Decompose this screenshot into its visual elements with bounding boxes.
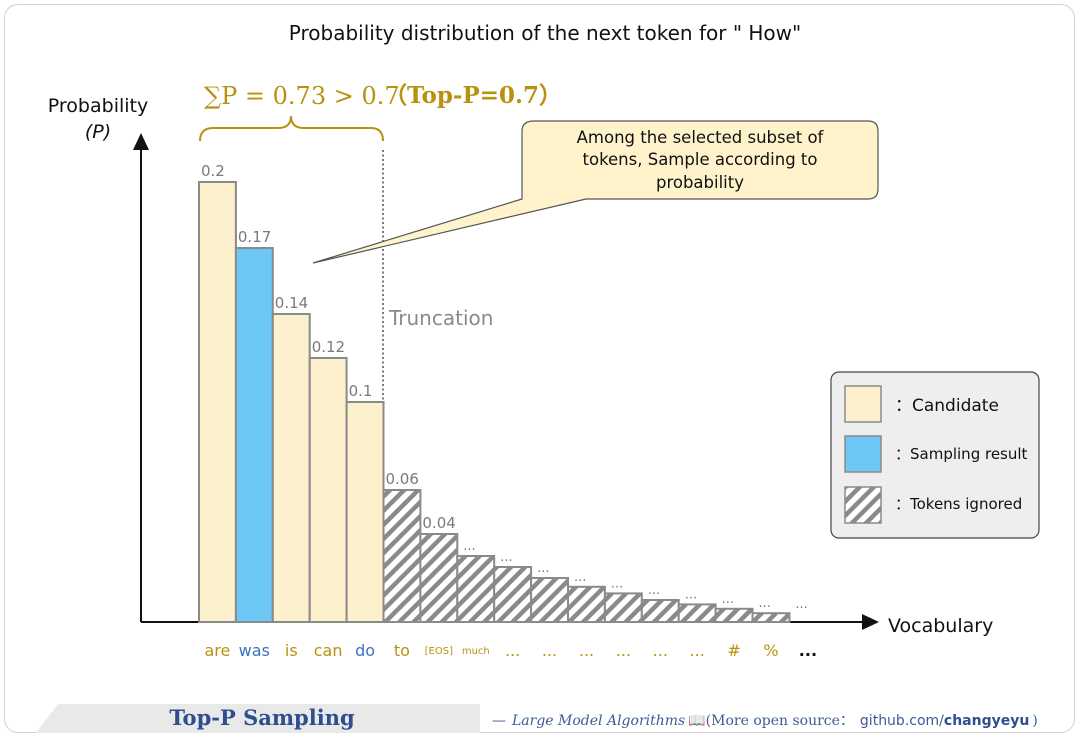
bar-3 — [308, 357, 348, 623]
footer-dash: — — [492, 713, 506, 729]
y-axis-label: Probability — [48, 95, 148, 117]
value-label-5: 0.06 — [386, 470, 419, 488]
bar-11 — [603, 592, 643, 624]
value-label-13: ... — [685, 587, 697, 602]
footer-title: Top-P Sampling — [169, 705, 355, 730]
value-label-14: ... — [722, 592, 734, 607]
bar-0 — [198, 181, 237, 623]
value-label-8: ... — [500, 550, 512, 565]
value-label-3: 0.12 — [312, 338, 345, 356]
footer-credit: — Large Model Algorithms 📖(More open sourc… — [492, 713, 1038, 729]
category-label-5: to — [394, 641, 410, 660]
category-label-3: can — [314, 641, 343, 660]
bar-10 — [567, 585, 606, 623]
legend-box — [830, 371, 1040, 539]
value-label-2: 0.14 — [275, 294, 308, 312]
bar-4 — [345, 401, 385, 623]
category-label-13: ... — [690, 641, 705, 660]
book-icon: 📖 — [688, 713, 705, 729]
category-label-15: % — [763, 641, 778, 660]
value-label-1: 0.17 — [238, 228, 271, 246]
value-label-16: ... — [795, 597, 807, 612]
category-label-14: # — [727, 641, 740, 660]
callout-line-2: tokens, Sample according to — [583, 150, 818, 169]
legend-label-candidate: ：Candidate — [895, 396, 999, 416]
category-label-7: much — [462, 646, 490, 657]
category-label-11: ... — [616, 641, 631, 660]
value-label-6: 0.04 — [422, 514, 455, 532]
category-label-4: do — [355, 641, 375, 660]
value-label-10: ... — [574, 570, 586, 585]
top-p-label: （Top-P=0.7） — [384, 82, 562, 109]
bar-14 — [714, 607, 754, 623]
bar-9 — [530, 577, 569, 623]
x-axis-label: Vocabulary — [888, 615, 993, 637]
category-label-16: ... — [799, 641, 817, 660]
legend-label-ignored: ：Tokens ignored — [895, 495, 1022, 513]
footer-gh-user: changyeyu — [944, 713, 1029, 729]
legend-swatch-sampled — [844, 435, 882, 473]
category-label-8: ... — [505, 641, 520, 660]
category-label-9: ... — [542, 641, 557, 660]
bar-5 — [382, 489, 422, 623]
value-label-12: ... — [648, 583, 660, 598]
truncation-label: Truncation — [388, 306, 493, 330]
bar-8 — [493, 566, 533, 623]
callout-bubble — [312, 120, 879, 264]
chart-title: Probability distribution of the next tok… — [289, 21, 801, 45]
category-label-10: ... — [579, 641, 594, 660]
value-label-7: ... — [463, 539, 475, 554]
footer-series: Large Model Algorithms — [511, 713, 685, 729]
value-label-9: ... — [537, 561, 549, 576]
bar-7 — [456, 555, 496, 623]
value-label-15: ... — [759, 596, 771, 611]
value-label-11: ... — [611, 576, 623, 591]
bar-6 — [419, 533, 459, 623]
legend-swatch-ignored — [844, 486, 882, 524]
legend-swatch-candidate — [844, 385, 882, 423]
bar-13 — [677, 603, 717, 624]
footer-close: ) — [1032, 713, 1037, 729]
value-label-0: 0.2 — [201, 162, 225, 180]
callout-line-1: Among the selected subset of — [577, 128, 825, 147]
bar-12 — [640, 599, 680, 623]
callout-line-3: probability — [656, 173, 744, 192]
footer-more: (More open source： — [706, 713, 854, 729]
category-label-12: ... — [653, 641, 668, 660]
y-axis-arrow — [133, 133, 149, 150]
bar-1 — [234, 247, 274, 623]
value-label-4: 0.1 — [349, 382, 373, 400]
category-label-1: was — [239, 641, 270, 660]
bars: 0.2 are 0.17 was 0.14 is 0.12 can 0.1 do 0.06 to 0.0… — [198, 162, 817, 660]
top-p-brace — [199, 115, 384, 142]
x-axis-arrow — [862, 614, 879, 630]
category-label-2: is — [285, 641, 298, 660]
bar-15 — [751, 612, 791, 624]
sum-formula: ∑P = 0.73 > 0.7 — [204, 82, 400, 110]
category-label-6: [EOS] — [425, 646, 453, 657]
y-axis-symbol: (P) — [85, 121, 111, 143]
legend-label-sampled: ：Sampling result — [895, 445, 1028, 463]
footer-gh-prefix: github.com/ — [860, 713, 944, 729]
footer-title-band — [36, 704, 480, 733]
category-label-0: are — [204, 641, 230, 660]
bar-2 — [271, 313, 311, 623]
